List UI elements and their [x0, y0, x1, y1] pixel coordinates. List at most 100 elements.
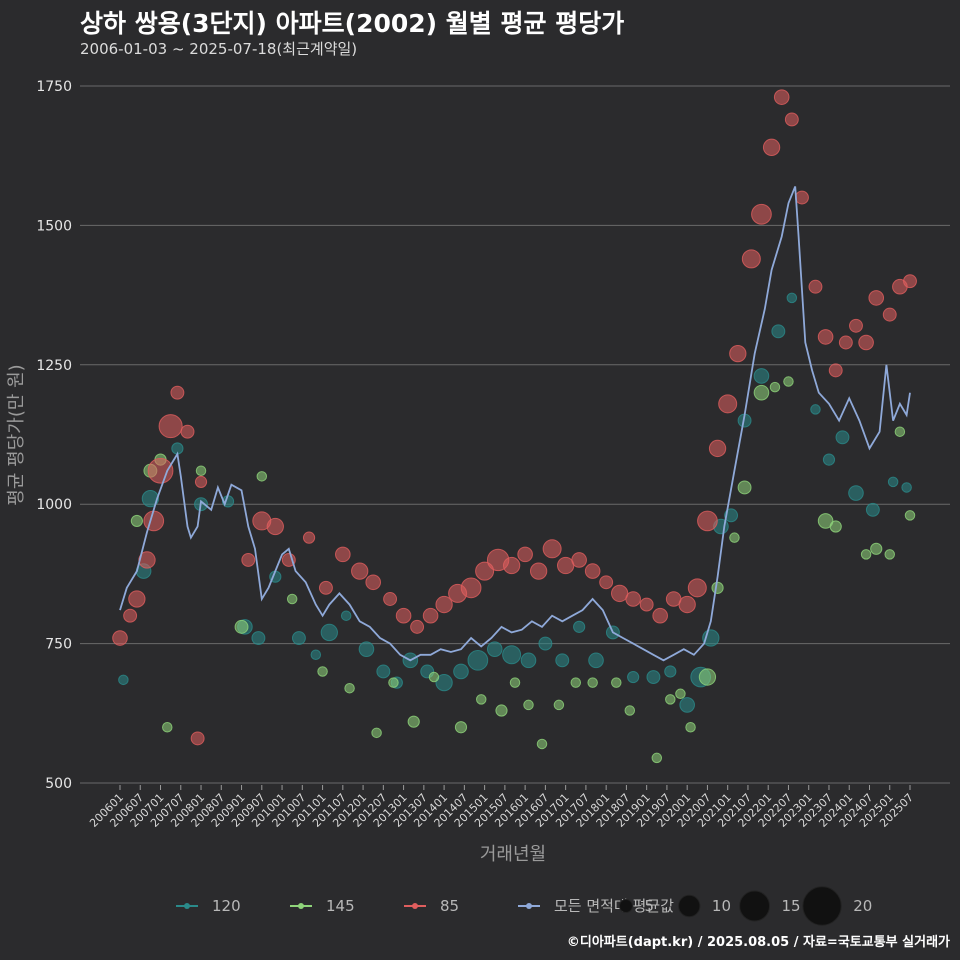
point-120 [538, 636, 553, 651]
point-145 [711, 581, 724, 594]
point-85 [241, 553, 256, 567]
y-axis-title: 평균 평당가(만 원) [6, 364, 27, 505]
point-85 [318, 580, 333, 595]
point-120 [555, 653, 570, 668]
point-85 [599, 575, 614, 590]
point-120 [520, 652, 537, 669]
point-120 [865, 502, 880, 517]
average-line [119, 186, 911, 662]
point-85 [808, 279, 823, 294]
point-145 [388, 677, 399, 688]
x-axis-ticks: 2006012006072007012007072008012008072009… [87, 785, 916, 830]
point-85 [112, 630, 128, 646]
point-120 [573, 620, 586, 633]
point-85 [460, 577, 482, 599]
point-120 [291, 631, 306, 645]
point-145 [860, 549, 872, 560]
point-120 [118, 674, 129, 686]
point-120 [340, 610, 352, 621]
point-120 [679, 697, 695, 713]
point-145 [536, 738, 548, 750]
point-145 [428, 671, 440, 683]
point-145 [553, 699, 565, 711]
size-legend-dot [678, 894, 701, 918]
size-legend-label: 5 [644, 897, 654, 915]
point-85 [147, 457, 174, 484]
legend-key-dot [184, 903, 190, 909]
point-145 [729, 532, 740, 543]
point-85 [828, 363, 843, 378]
point-85 [517, 546, 533, 563]
point-85 [903, 274, 917, 289]
point-85 [422, 607, 439, 624]
point-85 [697, 510, 718, 532]
point-85 [128, 590, 146, 608]
point-85 [678, 595, 696, 614]
point-145 [256, 471, 268, 482]
point-120 [724, 508, 739, 523]
point-120 [320, 623, 338, 642]
size-legend-dot [802, 886, 842, 926]
x-axis-title: 거래년월 [480, 844, 546, 865]
point-120 [646, 670, 661, 685]
point-85 [784, 112, 799, 127]
point-85 [194, 475, 208, 488]
chart-title: 상하 쌍용(3단지) 아파트(2002) 월별 평균 평당가 [80, 9, 625, 38]
size-legend-label: 15 [782, 897, 801, 915]
point-145 [407, 715, 420, 728]
point-145 [904, 510, 916, 521]
point-85 [365, 574, 382, 591]
point-120 [786, 292, 798, 304]
point-145 [894, 426, 906, 437]
point-85 [158, 414, 183, 439]
point-85 [858, 334, 874, 351]
point-85 [351, 562, 369, 580]
point-85 [266, 517, 284, 536]
point-85 [584, 563, 601, 579]
point-85 [639, 597, 654, 612]
point-145 [371, 727, 382, 739]
point-145 [817, 513, 834, 529]
point-145 [675, 688, 686, 700]
point-85 [849, 318, 863, 333]
point-85 [795, 190, 809, 205]
point-145 [665, 694, 676, 705]
point-145 [234, 619, 249, 634]
point-145 [495, 704, 508, 717]
point-85 [383, 592, 398, 606]
point-85 [708, 439, 727, 458]
point-85 [571, 552, 587, 568]
point-120 [502, 645, 522, 665]
gridlines [80, 85, 950, 784]
point-85 [611, 584, 629, 603]
point-145 [317, 666, 328, 677]
point-120 [376, 664, 391, 679]
y-axis-ticks: 500 750 1000 1250 1500 1750 [36, 79, 72, 792]
point-120 [664, 665, 677, 678]
point-85 [751, 203, 772, 225]
point-145 [769, 381, 781, 393]
scatter-points [112, 89, 917, 764]
point-120 [588, 652, 604, 669]
y-tick-label: 1750 [36, 79, 72, 95]
point-85 [838, 335, 853, 350]
point-120 [453, 663, 469, 680]
point-145 [829, 520, 842, 533]
size-legend-label: 10 [712, 897, 731, 915]
y-tick-label: 1000 [36, 497, 72, 513]
point-120 [771, 324, 786, 339]
legend-label: 120 [212, 897, 241, 915]
point-85 [762, 138, 781, 156]
point-145 [611, 677, 622, 688]
point-145 [783, 376, 794, 387]
point-85 [302, 531, 316, 544]
point-145 [195, 465, 207, 476]
point-120 [251, 631, 266, 645]
y-tick-label: 1500 [36, 218, 72, 234]
legend-label: 145 [326, 897, 355, 915]
point-145 [509, 677, 521, 688]
point-145 [523, 699, 534, 711]
point-145 [870, 542, 883, 555]
point-145 [884, 549, 895, 560]
